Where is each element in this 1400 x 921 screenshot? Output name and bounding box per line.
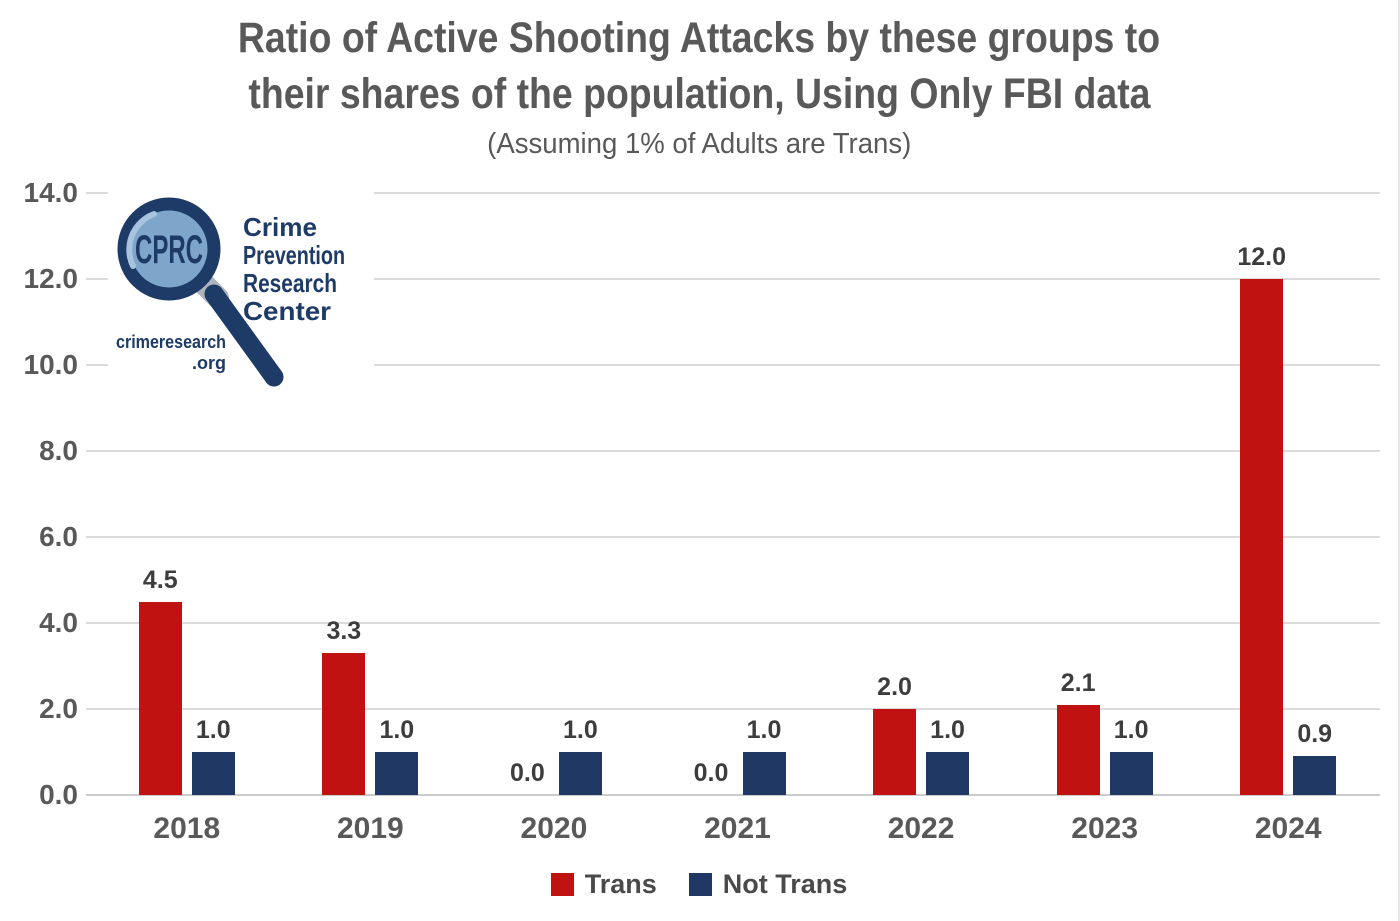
legend-item-not-trans: Not Trans [688,869,848,900]
value-label-not-trans-2020: 1.0 [563,716,598,744]
value-label-not-trans-2019: 1.0 [379,716,415,744]
x-axis-label-2022: 2022 [887,812,955,845]
not-trans-bar-2020 [558,752,602,795]
value-label-trans-2018: 4.5 [142,565,178,594]
y-axis-label: 2.0 [39,693,78,724]
x-axis-label-2018: 2018 [153,812,221,845]
value-label-not-trans-2021: 1.0 [746,716,782,744]
x-axis-line [86,794,1380,796]
trans-bar-2024 [1240,279,1284,795]
logo-url-line1: crimeresearch [116,332,226,352]
cprc-logo: CPRC Crime Prevention Research Center cr… [108,192,374,388]
not-trans-bar-2023 [1109,752,1153,795]
y-axis-label: 4.0 [39,607,78,638]
logo-org-name: Crime Prevention Research Center [243,212,345,326]
trans-bar-2023 [1056,704,1100,795]
value-label-trans-2020: 0.0 [510,759,545,787]
logo-url-line2: .org [192,353,226,373]
gridline [86,450,1380,452]
x-axis-label-2019: 2019 [336,812,404,845]
legend-item-trans: Trans [550,869,657,900]
logo-org-line4: Center [243,296,331,326]
chart-title-line1: Ratio of Active Shooting Attacks by thes… [237,14,1161,62]
legend-label-not-trans: Not Trans [722,869,848,899]
legend-swatch-trans [550,873,574,896]
logo-org-line2: Prevention [243,240,345,270]
trans-bar-2022 [873,709,917,795]
value-label-trans-2021: 0.0 [693,759,729,787]
gridline [86,622,1380,624]
chart-subtitle: (Assuming 1% of Adults are Trans) [486,128,912,160]
value-label-not-trans-2023: 1.0 [1113,716,1149,744]
legend-swatch-not-trans [688,873,712,896]
value-label-not-trans-2018: 1.0 [195,716,231,744]
not-trans-bar-2019 [375,752,419,795]
gridline [86,536,1380,538]
value-label-trans-2022: 2.0 [877,673,912,701]
gridline [86,192,1380,194]
x-axis-label-2020: 2020 [520,812,588,845]
y-axis-label: 0.0 [39,779,78,810]
gridline [86,364,1380,366]
chart-title-line2: their shares of the population, Using On… [247,70,1151,118]
x-axis-label-2023: 2023 [1071,812,1139,845]
value-label-trans-2019: 3.3 [326,617,362,646]
chart-legend: Trans Not Trans [0,869,1398,900]
not-trans-bar-2022 [926,752,970,795]
trans-bar-2018 [138,601,182,795]
magnifying-glass-icon: CPRC [117,197,284,387]
logo-org-line3: Research [243,268,337,298]
x-axis-label-2024: 2024 [1254,812,1322,845]
y-axis-label: 8.0 [39,435,78,466]
y-axis-label: 10.0 [23,349,79,380]
gridline [86,708,1380,710]
value-label-not-trans-2024: 0.9 [1297,720,1333,749]
not-trans-bar-2018 [191,752,235,795]
value-label-trans-2023: 2.1 [1060,668,1096,697]
legend-label-trans: Trans [584,869,657,899]
y-axis-label: 6.0 [39,521,78,552]
logo-acronym: CPRC [135,228,203,272]
y-axis-label: 14.0 [23,177,79,208]
not-trans-bar-2024 [1293,756,1337,795]
value-label-not-trans-2022: 1.0 [930,716,965,744]
logo-org-line1: Crime [243,212,317,242]
trans-bar-2019 [322,653,366,795]
not-trans-bar-2021 [742,752,786,795]
y-axis-label: 12.0 [23,263,79,294]
x-axis-label-2021: 2021 [704,812,771,845]
value-label-trans-2024: 12.0 [1237,243,1287,271]
gridline [86,278,1380,280]
logo-url: crimeresearch .org [116,332,226,373]
